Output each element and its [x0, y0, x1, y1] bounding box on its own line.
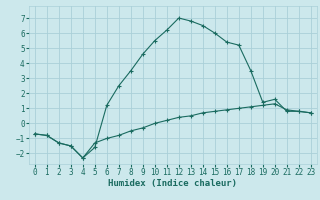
X-axis label: Humidex (Indice chaleur): Humidex (Indice chaleur): [108, 179, 237, 188]
